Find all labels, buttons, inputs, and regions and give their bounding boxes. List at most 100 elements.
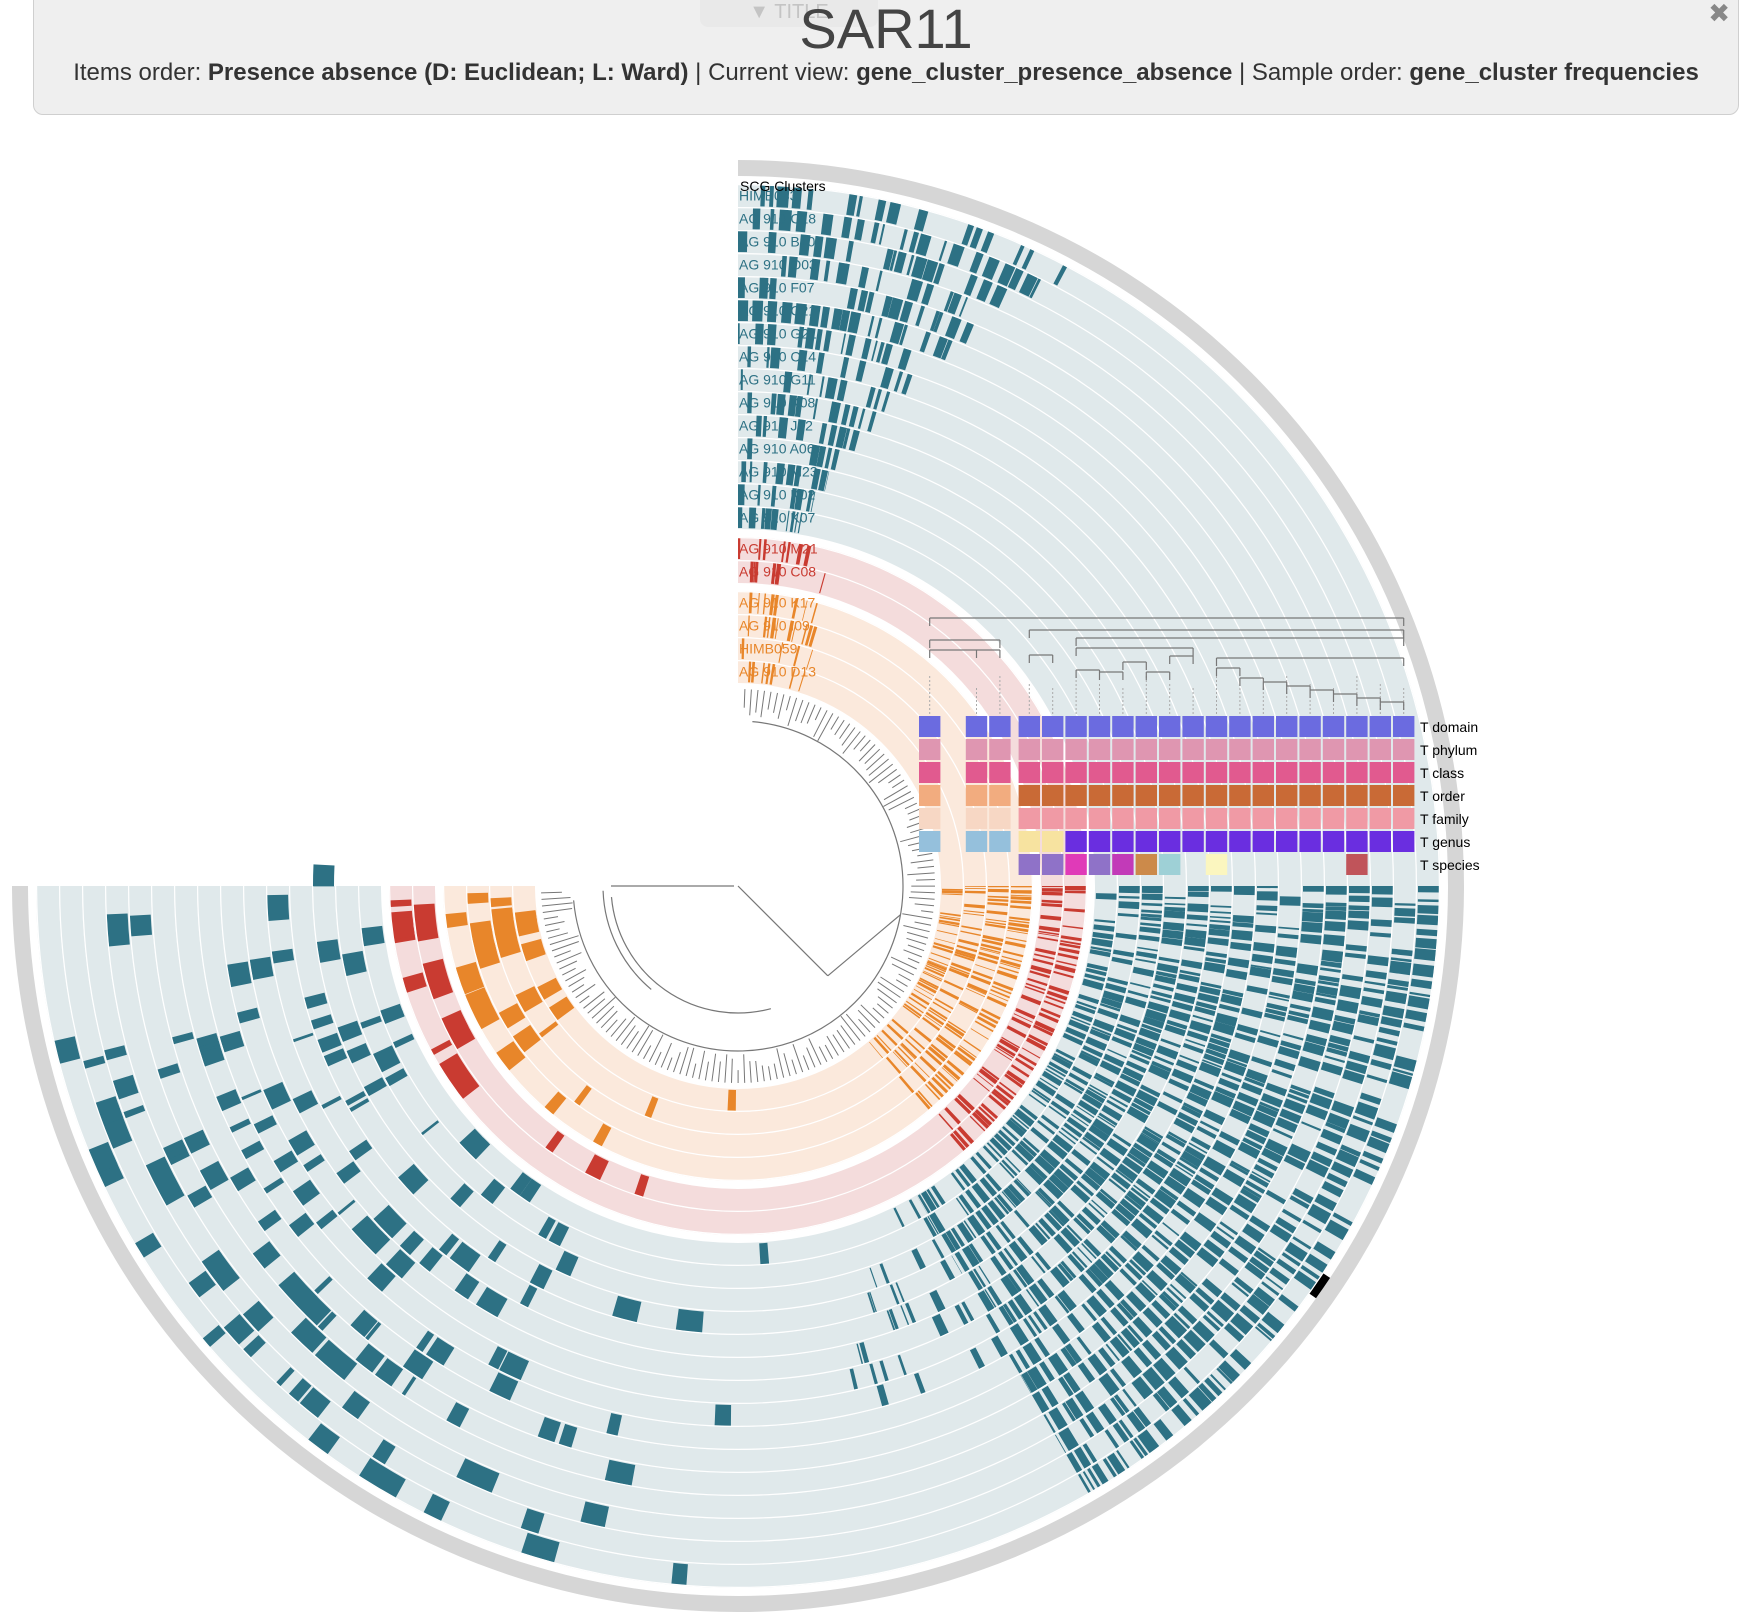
- gene-cluster-mark: [1115, 1169, 1134, 1184]
- gene-cluster-mark: [980, 946, 1001, 954]
- gene-cluster-mark: [969, 1347, 986, 1370]
- taxonomy-cell: [1135, 739, 1157, 760]
- gene-cluster-mark: [1055, 1048, 1076, 1061]
- gene-cluster-mark: [957, 1046, 976, 1062]
- taxonomy-cell: [1112, 808, 1134, 829]
- gene-cluster-mark: [438, 1233, 460, 1256]
- title-toggle-tab[interactable]: ▼ TITLE: [700, 0, 878, 27]
- gene-cluster-mark: [1126, 1152, 1146, 1168]
- gene-cluster-mark: [1257, 1322, 1276, 1339]
- gene-cluster-mark: [1177, 1111, 1199, 1127]
- gene-cluster-mark: [1102, 990, 1125, 1004]
- gene-cluster-mark: [757, 484, 761, 506]
- gene-cluster-mark: [1198, 1061, 1222, 1078]
- gene-cluster-mark: [1066, 1116, 1087, 1133]
- gene-cluster-mark: [1325, 910, 1347, 920]
- gene-cluster-mark: [1151, 1300, 1171, 1320]
- gene-cluster-mark: [959, 1000, 979, 1013]
- gene-cluster-mark: [913, 1027, 932, 1043]
- gene-cluster-mark: [317, 1032, 342, 1053]
- gene-cluster-mark: [467, 991, 500, 1030]
- gene-cluster-mark: [857, 289, 869, 312]
- gene-cluster-mark: [1011, 1149, 1029, 1166]
- gene-cluster-mark: [770, 617, 777, 639]
- taxonomy-cell: [1322, 739, 1345, 760]
- gene-cluster-mark: [1389, 960, 1412, 976]
- gene-cluster-mark: [1416, 928, 1438, 937]
- gene-cluster-mark: [738, 484, 745, 506]
- gene-cluster-mark: [1085, 1268, 1103, 1288]
- gene-cluster-mark: [1250, 964, 1272, 970]
- gene-cluster-mark: [267, 894, 290, 921]
- gene-cluster-mark: [1064, 1158, 1084, 1175]
- gene-cluster-mark: [1111, 1208, 1131, 1227]
- gene-cluster-mark: [1325, 1121, 1347, 1134]
- gene-cluster-mark: [967, 1214, 986, 1236]
- gene-cluster-mark: [1205, 951, 1228, 958]
- gene-cluster-mark: [1176, 982, 1198, 994]
- gene-cluster-mark: [1290, 1084, 1312, 1095]
- gene-cluster-mark: [467, 892, 489, 904]
- close-icon[interactable]: ✖: [1708, 0, 1730, 29]
- gene-cluster-mark: [894, 1049, 910, 1067]
- gene-cluster-mark: [935, 938, 956, 945]
- ring-marks-2: [104, 231, 1393, 1528]
- gene-cluster-mark: [1392, 1068, 1414, 1076]
- gene-cluster-mark: [749, 561, 754, 583]
- gene-cluster-mark: [809, 444, 821, 467]
- gene-cluster-mark: [1210, 1230, 1232, 1249]
- gene-cluster-mark: [1067, 1312, 1085, 1334]
- gene-cluster-mark: [1096, 1224, 1116, 1244]
- gene-cluster-mark: [1048, 1209, 1065, 1227]
- gene-cluster-mark: [1085, 1036, 1108, 1051]
- gene-cluster-mark: [1249, 1256, 1270, 1274]
- gene-cluster-mark: [988, 1094, 1007, 1110]
- gene-cluster-mark: [738, 322, 740, 344]
- gene-cluster-mark: [1176, 1200, 1197, 1217]
- gene-cluster-mark: [1161, 1141, 1182, 1156]
- gene-cluster-mark: [766, 346, 770, 368]
- gene-cluster-mark: [510, 1172, 532, 1196]
- gene-cluster-mark: [958, 938, 980, 947]
- taxonomy-cell: [1276, 739, 1298, 760]
- gene-cluster-mark: [990, 988, 1011, 999]
- gene-cluster-mark: [1403, 1022, 1425, 1032]
- gene-cluster-mark: [895, 1282, 905, 1303]
- gene-cluster-mark: [1054, 1093, 1076, 1110]
- gene-cluster-mark: [806, 374, 812, 395]
- gene-cluster-mark: [1133, 1184, 1151, 1199]
- gene-cluster-mark: [1353, 1168, 1376, 1185]
- gene-cluster-mark: [1265, 1189, 1287, 1205]
- gene-cluster-mark: [899, 228, 908, 250]
- gene-cluster-mark: [1053, 970, 1075, 979]
- gene-cluster-mark: [989, 284, 1008, 309]
- gene-cluster-mark: [1116, 1450, 1130, 1469]
- gene-cluster-mark: [1062, 1402, 1076, 1422]
- gene-cluster-mark: [1183, 945, 1205, 952]
- gene-cluster-mark: [1013, 1013, 1034, 1023]
- gene-cluster-mark: [1007, 1183, 1026, 1203]
- gene-cluster-mark: [1332, 1212, 1353, 1227]
- gene-cluster-mark: [1104, 1280, 1125, 1301]
- gene-cluster-mark: [1057, 1200, 1075, 1219]
- taxonomy-cell: [1135, 785, 1157, 806]
- gene-cluster-mark: [1090, 946, 1112, 953]
- gene-cluster-mark: [1188, 886, 1210, 892]
- gene-cluster-mark: [1251, 1056, 1273, 1068]
- gene-cluster-mark: [1305, 1159, 1329, 1178]
- gene-cluster-mark: [1325, 902, 1347, 907]
- taxonomy-cell: [989, 762, 1011, 783]
- gene-cluster-mark: [1035, 1251, 1052, 1271]
- gene-cluster-mark: [1120, 1235, 1138, 1252]
- dendrogram-arc: [610, 897, 772, 1014]
- gene-cluster-mark: [1111, 1172, 1132, 1190]
- gene-cluster-mark: [1189, 1292, 1210, 1313]
- gene-cluster-mark: [1114, 1027, 1136, 1042]
- gene-cluster-mark: [1185, 1038, 1206, 1047]
- gene-cluster-mark: [1256, 891, 1278, 901]
- gene-cluster-mark: [1126, 1106, 1149, 1124]
- gene-cluster-mark: [1146, 1160, 1169, 1179]
- gene-cluster-mark: [848, 405, 859, 428]
- gene-cluster-mark: [1154, 1189, 1177, 1209]
- gene-cluster-mark: [1010, 1064, 1030, 1078]
